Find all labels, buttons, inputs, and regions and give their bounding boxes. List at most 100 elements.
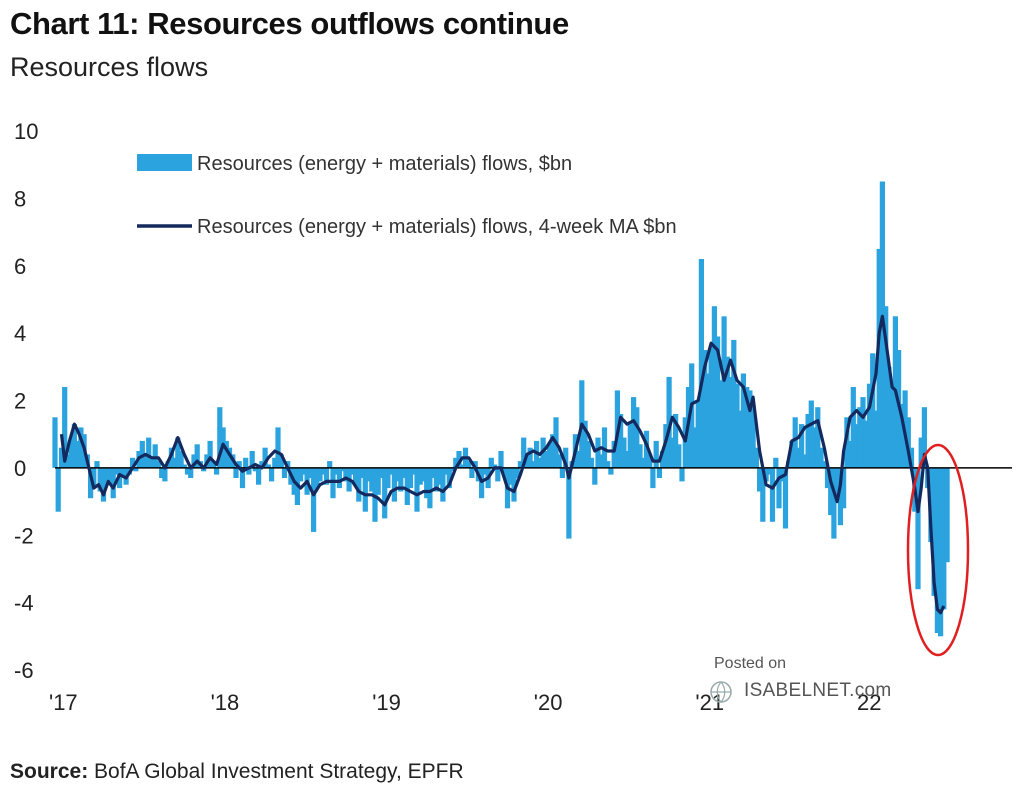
flow-bar xyxy=(624,451,630,468)
flow-bar xyxy=(488,457,494,468)
flow-bar xyxy=(317,467,323,482)
flow-bar xyxy=(120,467,126,478)
flow-bar xyxy=(353,467,359,485)
flow-bar xyxy=(530,461,536,468)
watermark-globe-icon xyxy=(710,681,732,703)
flow-bar xyxy=(181,464,187,468)
flow-bar xyxy=(702,350,708,468)
flow-bar xyxy=(378,467,384,478)
flow-bar xyxy=(149,457,155,468)
flow-bar xyxy=(511,467,517,502)
flow-bar xyxy=(618,414,624,468)
flow-bar xyxy=(97,467,103,492)
flow-bar xyxy=(695,400,701,468)
flow-bar xyxy=(194,444,200,468)
flow-bar xyxy=(492,464,498,468)
flow-bar xyxy=(815,407,821,468)
flow-bar xyxy=(592,467,598,485)
flow-bar xyxy=(666,376,672,468)
flow-bar xyxy=(598,454,604,468)
flow-bar xyxy=(100,467,107,502)
flow-bar xyxy=(75,440,81,468)
flow-bar xyxy=(94,461,100,468)
flow-bar xyxy=(239,467,246,489)
flow-bar xyxy=(327,461,333,468)
y-tick-label: -4 xyxy=(14,591,34,616)
flow-bar xyxy=(543,451,549,468)
flow-bar xyxy=(501,467,507,475)
flow-bar xyxy=(899,403,905,468)
flow-bar xyxy=(517,461,523,468)
flow-bar xyxy=(320,467,326,475)
flow-bar xyxy=(433,467,439,492)
flow-bar xyxy=(146,437,152,468)
flow-bar xyxy=(420,467,427,482)
y-tick-label: 4 xyxy=(14,321,26,346)
flow-bar xyxy=(498,451,504,468)
flow-bar xyxy=(576,451,582,468)
flow-bar xyxy=(669,437,675,468)
flow-bar xyxy=(682,417,688,468)
flow-bar xyxy=(88,467,94,499)
legend: Resources (energy + materials) flows, $b… xyxy=(137,153,677,238)
flow-bar xyxy=(281,467,288,478)
flow-bar xyxy=(582,420,588,468)
flow-bar xyxy=(58,447,65,468)
flow-bar xyxy=(278,454,284,468)
flow-bar xyxy=(883,306,889,468)
x-tick-label: '19 xyxy=(372,690,401,715)
flow-bar xyxy=(107,467,113,482)
flow-bar xyxy=(214,467,220,475)
source-label: Source: xyxy=(10,760,89,783)
flow-bar xyxy=(466,461,472,468)
flow-bar xyxy=(727,376,734,468)
watermark-isabelnet: ISABELNET.com xyxy=(744,680,892,701)
flow-bar xyxy=(217,407,223,468)
flow-bar xyxy=(559,467,565,478)
x-tick-label: '20 xyxy=(534,690,563,715)
flow-bar xyxy=(417,467,423,485)
flow-bar xyxy=(821,461,827,468)
x-tick-label: '18 xyxy=(211,690,240,715)
flow-bar xyxy=(495,467,501,482)
flow-bar xyxy=(595,437,601,468)
flow-bar xyxy=(62,387,68,468)
flow-bar xyxy=(375,467,381,495)
flow-bar xyxy=(631,397,637,468)
flow-bar xyxy=(834,467,840,495)
flow-bar xyxy=(333,467,339,475)
flow-bar xyxy=(349,467,355,475)
watermark-posted-on: Posted on xyxy=(714,655,787,672)
flow-bar xyxy=(676,444,682,468)
flow-bar xyxy=(55,467,61,512)
flow-bar xyxy=(563,447,569,468)
flow-bar xyxy=(359,467,365,478)
flow-bar xyxy=(744,387,750,468)
flow-bar xyxy=(401,467,407,478)
flow-bar xyxy=(343,467,349,482)
flow-bar xyxy=(398,467,404,492)
flow-bar xyxy=(724,356,730,468)
flow-bar xyxy=(407,467,414,489)
x-tick-label: '17 xyxy=(49,690,78,715)
source-text: BofA Global Investment Strategy, EPFR xyxy=(94,760,464,783)
flow-bar xyxy=(873,410,879,468)
flow-bar xyxy=(795,447,801,468)
flow-bar xyxy=(637,444,643,468)
flow-bar xyxy=(941,467,947,610)
flow-bar xyxy=(673,414,679,468)
flow-bar xyxy=(831,467,837,539)
flow-bar xyxy=(650,467,656,489)
flow-bar xyxy=(362,467,368,512)
flow-bar xyxy=(172,457,178,468)
flow-bar xyxy=(585,440,591,468)
flow-bar xyxy=(753,447,759,468)
flow-bar xyxy=(210,461,216,468)
flow-bar xyxy=(828,467,834,516)
flow-bar xyxy=(689,363,695,468)
flow-bar xyxy=(546,444,553,468)
flow-bar xyxy=(918,437,924,468)
flow-bar xyxy=(104,467,110,485)
flow-bar xyxy=(731,339,737,468)
flow-bar xyxy=(656,467,662,478)
